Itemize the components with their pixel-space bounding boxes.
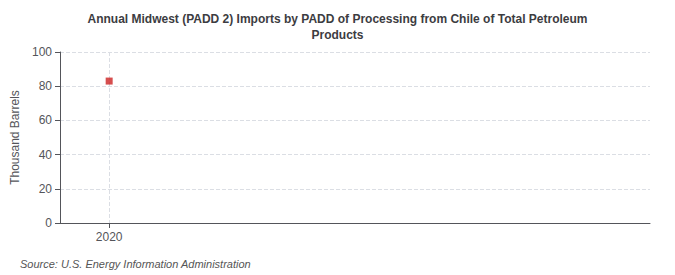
svg-text:Thousand Barrels: Thousand Barrels	[8, 90, 22, 185]
svg-text:100: 100	[32, 45, 52, 59]
svg-text:Annual Midwest (PADD 2) Import: Annual Midwest (PADD 2) Imports by PADD …	[87, 12, 587, 26]
svg-text:2020: 2020	[96, 230, 123, 244]
svg-text:40: 40	[39, 148, 53, 162]
svg-text:0: 0	[45, 216, 52, 230]
svg-text:80: 80	[39, 79, 53, 93]
svg-text:60: 60	[39, 113, 53, 127]
svg-text:Source: U.S. Energy Informatio: Source: U.S. Energy Information Administ…	[20, 258, 251, 270]
svg-text:Products: Products	[311, 28, 363, 42]
svg-text:20: 20	[39, 182, 53, 196]
